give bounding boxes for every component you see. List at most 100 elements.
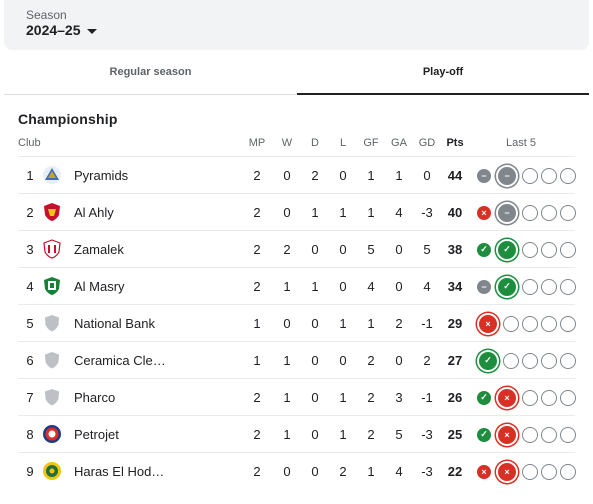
points: 38 — [447, 242, 463, 257]
team-position: 6 — [26, 353, 34, 368]
team-name: Haras El Hod… — [74, 464, 165, 479]
table-row[interactable]: 7 Pharco 2 1 0 1 2 3 -1 26 ✓ × — [18, 378, 576, 416]
table-row[interactable]: 9 Haras El Hod… 2 0 0 2 1 4 -3 22 × × — [18, 452, 576, 490]
zamalek-logo — [42, 239, 62, 259]
result-draw-icon[interactable]: − — [498, 166, 516, 185]
wins: 0 — [283, 464, 291, 479]
result-empty-icon — [541, 463, 557, 480]
draws: 0 — [311, 464, 319, 479]
season-label: Season — [26, 8, 67, 22]
header-pts: Pts — [446, 137, 464, 149]
losses: 1 — [339, 427, 347, 442]
result-empty-icon — [560, 463, 576, 480]
last-5-results: ✓ ✓ — [477, 231, 576, 268]
result-loss-icon[interactable]: × — [479, 314, 497, 333]
generic-shield-logo — [42, 350, 62, 370]
result-win-icon[interactable]: ✓ — [477, 242, 491, 257]
result-empty-icon — [503, 315, 519, 332]
team-position: 5 — [26, 316, 34, 331]
team-name: Al Masry — [74, 279, 125, 294]
team-name: National Bank — [74, 316, 155, 331]
result-empty-icon — [522, 241, 538, 258]
haras-el-hodood-logo — [42, 461, 62, 481]
goals-for: 5 — [367, 242, 375, 257]
result-win-icon[interactable]: ✓ — [498, 277, 516, 296]
goals-against: 0 — [395, 279, 403, 294]
matches-played: 1 — [253, 316, 261, 331]
team-name: Pharco — [74, 390, 116, 405]
result-draw-icon[interactable]: − — [477, 168, 491, 183]
team-name: Al Ahly — [74, 205, 114, 220]
header-mp: MP — [248, 137, 266, 149]
result-win-icon[interactable]: ✓ — [477, 390, 491, 405]
goals-against: 2 — [395, 316, 403, 331]
goal-difference: -1 — [421, 390, 433, 405]
result-loss-icon[interactable]: × — [498, 388, 516, 407]
matches-played: 2 — [253, 390, 261, 405]
table-row[interactable]: 8 Petrojet 2 1 0 1 2 5 -3 25 ✓ × — [18, 415, 576, 453]
result-draw-icon[interactable]: − — [477, 279, 491, 294]
table-row[interactable]: 6 Ceramica Cle… 1 1 0 0 2 0 2 27 ✓ — [18, 341, 576, 379]
losses: 1 — [339, 390, 347, 405]
points: 44 — [447, 168, 463, 183]
result-empty-icon — [522, 204, 538, 221]
tab-play-off[interactable]: Play-off — [297, 50, 589, 95]
table-row[interactable]: 1 Pyramids 2 0 2 0 1 1 0 44− − — [18, 156, 576, 194]
goals-against: 3 — [395, 390, 403, 405]
header-ga: GA — [391, 137, 407, 149]
wins: 1 — [283, 279, 291, 294]
result-win-icon[interactable]: ✓ — [479, 351, 497, 370]
result-loss-icon[interactable]: × — [498, 425, 516, 444]
table-row[interactable]: 2 Al Ahly 2 0 1 1 1 4 -3 40 × − — [18, 193, 576, 231]
result-loss-icon[interactable]: × — [477, 205, 491, 220]
result-empty-icon — [541, 241, 557, 258]
last-5-results: × − — [477, 194, 576, 231]
draws: 0 — [311, 242, 319, 257]
table-row[interactable]: 4 Al Masry 2 1 1 0 4 0 4 34− ✓ — [18, 267, 576, 305]
points: 27 — [447, 353, 463, 368]
result-empty-icon — [560, 315, 576, 332]
wins: 2 — [283, 242, 291, 257]
result-win-icon[interactable]: ✓ — [498, 240, 516, 259]
matches-played: 2 — [253, 427, 261, 442]
last-5-results: ✓ × — [477, 416, 576, 453]
generic-shield-logo — [42, 313, 62, 333]
result-loss-icon[interactable]: × — [498, 462, 516, 481]
result-empty-icon — [560, 167, 576, 184]
result-empty-icon — [503, 352, 519, 369]
wins: 0 — [283, 205, 291, 220]
losses: 1 — [339, 205, 347, 220]
result-draw-icon[interactable]: − — [498, 203, 516, 222]
wins: 0 — [283, 168, 291, 183]
losses: 0 — [339, 242, 347, 257]
result-loss-icon[interactable]: × — [477, 464, 491, 479]
result-empty-icon — [522, 389, 538, 406]
tab-regular-season[interactable]: Regular season — [109, 66, 192, 78]
header-w: W — [281, 137, 293, 149]
goal-difference: -1 — [421, 316, 433, 331]
table-row[interactable]: 5 National Bank 1 0 0 1 1 2 -1 29 × — [18, 304, 576, 342]
goals-for: 1 — [367, 168, 375, 183]
goal-difference: 2 — [423, 353, 431, 368]
goals-against: 5 — [395, 427, 403, 442]
result-empty-icon — [541, 352, 557, 369]
result-empty-icon — [541, 204, 557, 221]
header-gf: GF — [363, 137, 379, 149]
goal-difference: 0 — [423, 168, 431, 183]
draws: 2 — [311, 168, 319, 183]
pyramids-logo — [42, 165, 62, 185]
caret-down-icon — [86, 28, 97, 34]
goals-against: 0 — [395, 353, 403, 368]
season-dropdown[interactable]: 2024–25 — [26, 22, 97, 38]
points: 40 — [447, 205, 463, 220]
goals-for: 4 — [367, 279, 375, 294]
result-win-icon[interactable]: ✓ — [477, 427, 491, 442]
result-empty-icon — [541, 315, 557, 332]
goal-difference: -3 — [421, 464, 433, 479]
goals-against: 1 — [395, 168, 403, 183]
matches-played: 2 — [253, 242, 261, 257]
last-5-results: − ✓ — [477, 268, 576, 305]
table-row[interactable]: 3 Zamalek 2 2 0 0 5 0 5 38 ✓ ✓ — [18, 230, 576, 268]
wins: 0 — [283, 316, 291, 331]
matches-played: 2 — [253, 279, 261, 294]
